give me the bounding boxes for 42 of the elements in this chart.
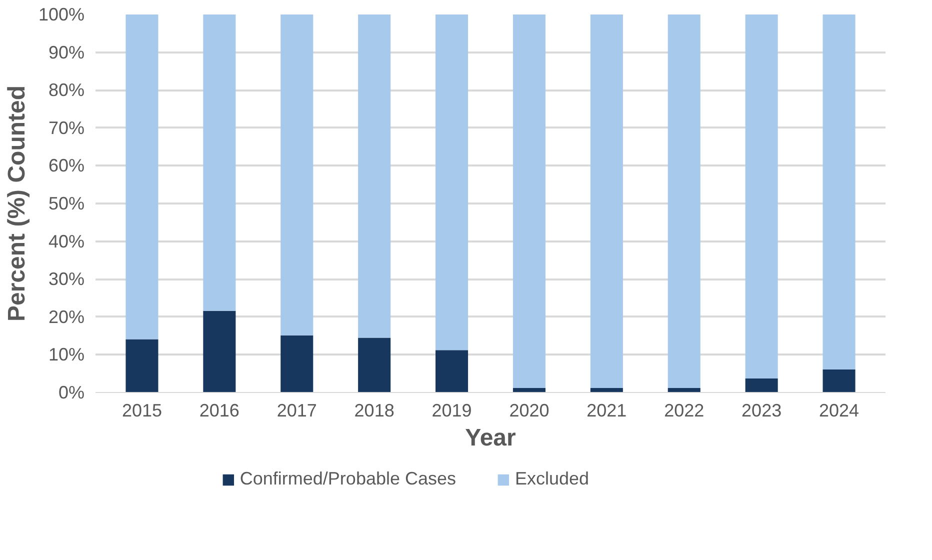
x-tick-label: 2015 bbox=[122, 400, 162, 420]
bar bbox=[358, 338, 391, 392]
bar bbox=[203, 14, 236, 311]
bar bbox=[436, 14, 468, 350]
bar bbox=[436, 350, 468, 392]
bar bbox=[280, 335, 314, 392]
bar bbox=[512, 14, 546, 388]
bar bbox=[280, 14, 314, 336]
x-tick-label: 2019 bbox=[432, 400, 472, 420]
legend-label: Confirmed/Probable Cases bbox=[240, 468, 456, 490]
y-tick-label: 100% bbox=[38, 4, 85, 24]
y-tick-label: 0% bbox=[58, 382, 84, 402]
x-tick-label: 2016 bbox=[199, 400, 240, 420]
legend-label: Excluded bbox=[515, 468, 590, 490]
bar bbox=[358, 14, 391, 338]
y-tick-label: 10% bbox=[48, 344, 85, 365]
y-tick-label: 30% bbox=[48, 269, 85, 290]
x-tick-label: 2018 bbox=[354, 400, 394, 420]
bar bbox=[126, 339, 158, 392]
y-axis-title: Percent (%) Counted bbox=[3, 85, 30, 322]
y-tick-label: 40% bbox=[48, 231, 85, 252]
bar bbox=[203, 310, 236, 392]
bar bbox=[745, 378, 778, 392]
x-tick-label: 2023 bbox=[742, 400, 782, 420]
bar bbox=[822, 14, 856, 370]
bar bbox=[590, 14, 623, 388]
bar bbox=[126, 14, 158, 340]
bar bbox=[822, 369, 856, 392]
y-tick-label: 20% bbox=[48, 306, 85, 327]
y-tick-label: 60% bbox=[48, 156, 85, 176]
bar bbox=[668, 14, 700, 388]
x-axis-title: Year bbox=[465, 424, 516, 452]
bar bbox=[745, 14, 778, 379]
y-tick-label: 80% bbox=[48, 80, 85, 100]
x-tick-label: 2020 bbox=[509, 400, 550, 420]
y-tick-label: 50% bbox=[48, 194, 85, 214]
x-tick-label: 2017 bbox=[276, 400, 317, 420]
x-tick-label: 2021 bbox=[586, 400, 627, 420]
y-tick-label: 70% bbox=[48, 118, 85, 138]
y-tick-label: 90% bbox=[48, 42, 85, 62]
x-tick-label: 2022 bbox=[664, 400, 704, 420]
x-tick-label: 2024 bbox=[819, 400, 860, 420]
